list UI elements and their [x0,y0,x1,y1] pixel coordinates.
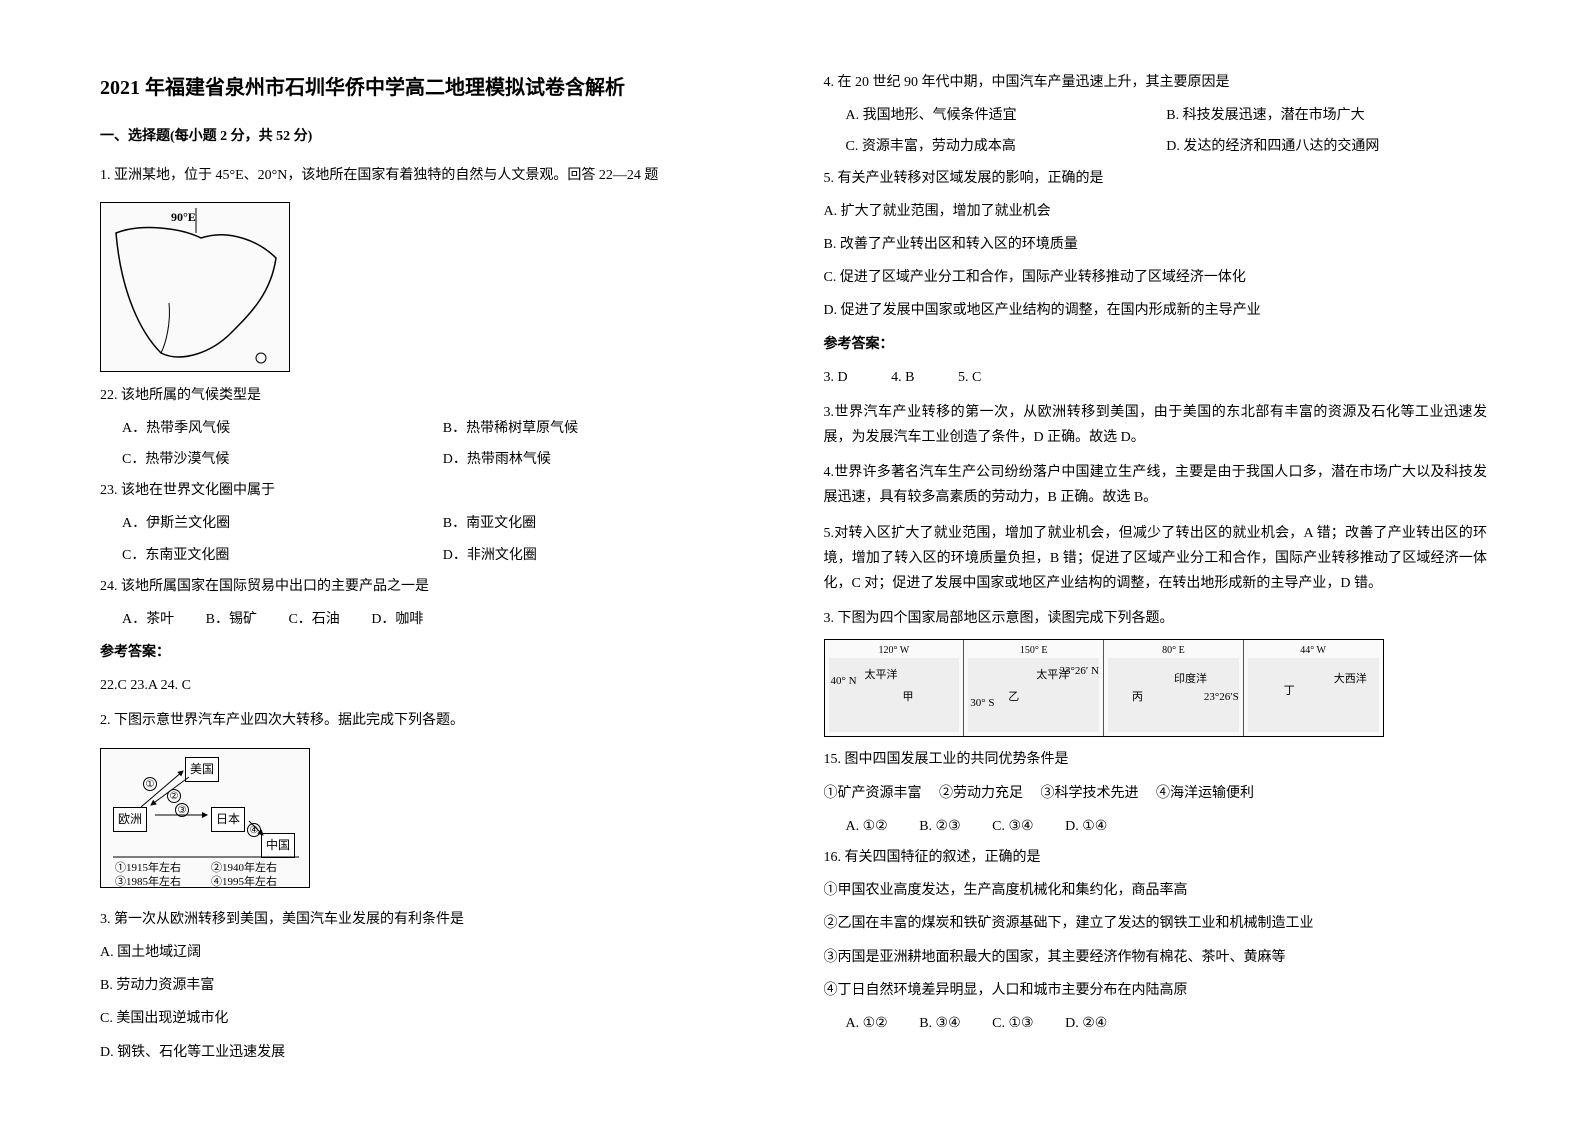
q2-flow-figure: 美国 欧洲 日本 中国 ① ② ③ ④ ①1915年左右 ②1940年左右 ③1… [100,748,310,888]
q24-c: C．石油 [288,607,339,632]
p1-o: 太平洋 [865,666,898,686]
q4-c: C. 资源丰富，劳动力成本高 [846,134,1167,159]
q22-row2: C．热带沙漠气候 D．热带雨林气候 [122,447,764,472]
map-panel-1: 120° W 40° N 太平洋 甲 [825,640,965,736]
q23-row2: C．东南亚文化圈 D．非洲文化圈 [122,543,764,568]
q2-stem: 2. 下图示意世界汽车产业四次大转移。据此完成下列各题。 [100,708,764,733]
q15-d: D. ①④ [1065,814,1107,839]
q2-ans-head: 参考答案： [824,332,1488,357]
flow-c4: ④ [247,823,261,837]
p2-n: 乙 [1008,688,1019,708]
q4-row1: A. 我国地形、气候条件适宜 B. 科技发展迅速，潜在市场广大 [846,103,1488,128]
q15-stem: 15. 图中四国发展工业的共同优势条件是 [824,747,1488,772]
q3-stem: 3. 第一次从欧洲转移到美国，美国汽车业发展的有利条件是 [100,907,764,932]
ans-3: 3. D [824,365,848,390]
flow-t4: ④1995年左右 [211,873,277,893]
q16-stem: 16. 有关四国特征的叙述，正确的是 [824,845,1488,870]
q22-d: D．热带雨林气候 [443,447,764,472]
q16-c: C. ①③ [992,1011,1033,1036]
p4-o: 大西洋 [1334,670,1367,690]
q23-stem: 23. 该地在世界文化圈中属于 [100,478,764,503]
q16-b: B. ③④ [919,1011,960,1036]
flow-t3: ③1985年左右 [115,873,181,893]
q24-a: A．茶叶 [122,607,174,632]
exam-title: 2021 年福建省泉州市石圳华侨中学高二地理模拟试卷含解析 [100,70,764,106]
flow-c3: ③ [175,803,189,817]
exp-4: 4.世界许多著名汽车生产公司纷纷落户中国建立生产线，主要是由于我国人口多，潜在市… [824,460,1488,510]
q16-d: D. ②④ [1065,1011,1107,1036]
exp-3: 3.世界汽车产业转移的第一次，从欧洲转移到美国，由于美国的东北部有丰富的资源及石… [824,400,1488,450]
q4-d: D. 发达的经济和四通八达的交通网 [1166,134,1487,159]
flow-c1: ① [143,777,157,791]
q3blk-stem: 3. 下图为四个国家局部地区示意图，读图完成下列各题。 [824,606,1488,631]
q5-a: A. 扩大了就业范围，增加了就业机会 [824,199,1488,224]
q23-c: C．东南亚文化圈 [122,543,443,568]
q16-l2: ②乙国在丰富的煤炭和铁矿资源基础下，建立了发达的钢铁工业和机械制造工业 [824,911,1488,936]
map-90e-label: 90°E [171,207,196,229]
map-panel-4: 44° W 大西洋 丁 [1244,640,1383,736]
exp-5: 5.对转入区扩大了就业范围，增加了就业机会，但减少了转出区的就业机会，A 错；改… [824,521,1488,597]
q1-ans-head: 参考答案： [100,640,764,665]
p1-lat: 40° N [831,672,857,692]
q24-opts: A．茶叶 B．锡矿 C．石油 D．咖啡 [122,607,764,632]
q24-d: D．咖啡 [371,607,423,632]
q24-stem: 24. 该地所属国家在国际贸易中出口的主要产品之一是 [100,574,764,599]
q15-b: B. ②③ [919,814,960,839]
p4-n: 丁 [1284,682,1295,702]
q22-a: A．热带季风气候 [122,416,443,441]
p1-n: 甲 [903,688,914,708]
q16-a: A. ①② [846,1011,888,1036]
q4-stem: 4. 在 20 世纪 90 年代中期，中国汽车产量迅速上升，其主要原因是 [824,70,1488,95]
q23-b: B．南亚文化圈 [443,511,764,536]
q4-b: B. 科技发展迅速，潜在市场广大 [1166,103,1487,128]
ans-4: 4. B [891,365,914,390]
q22-row1: A．热带季风气候 B．热带稀树草原气候 [122,416,764,441]
q5-stem: 5. 有关产业转移对区域发展的影响，正确的是 [824,166,1488,191]
map-panel-2: 150° E 30° S 23°26′ N 太平洋 乙 [964,640,1104,736]
q3-c: C. 美国出现逆城市化 [100,1006,764,1031]
q23-a: A．伊斯兰文化圈 [122,511,443,536]
p2-o: 太平洋 [1036,666,1069,686]
q15-a: A. ①② [846,814,888,839]
q15-opts: A. ①② B. ②③ C. ③④ D. ①④ [846,814,1488,839]
q4-a: A. 我国地形、气候条件适宜 [846,103,1167,128]
left-column: 2021 年福建省泉州市石圳华侨中学高二地理模拟试卷含解析 一、选择题(每小题 … [100,70,764,1082]
p3-n: 丙 [1132,688,1143,708]
q16-l3: ③丙国是亚洲耕地面积最大的国家，其主要经济作物有棉花、茶叶、黄麻等 [824,945,1488,970]
p3-o: 印度洋 [1174,670,1207,690]
q22-stem: 22. 该地所属的气候类型是 [100,383,764,408]
q16-l4: ④丁日自然环境差异明显，人口和城市主要分布在内陆高原 [824,978,1488,1003]
q15-optline: ①矿产资源丰富 ②劳动力充足 ③科学技术先进 ④海洋运输便利 [824,781,1488,806]
q5-c: C. 促进了区域产业分工和合作，国际产业转移推动了区域经济一体化 [824,265,1488,290]
q4-row2: C. 资源丰富，劳动力成本高 D. 发达的经济和四通八达的交通网 [846,134,1488,159]
q22-c: C．热带沙漠气候 [122,447,443,472]
q1-ans: 22.C 23.A 24. C [100,673,764,698]
q1-stem: 1. 亚洲某地，位于 45°E、20°N，该地所在国家有着独特的自然与人文景观。… [100,163,764,188]
map-panel-3: 80° E 23°26′S 印度洋 丙 [1104,640,1244,736]
q5-d: D. 促进了发展中国家或地区产业结构的调整，在国内形成新的主导产业 [824,298,1488,323]
q23-d: D．非洲文化圈 [443,543,764,568]
q23-row1: A．伊斯兰文化圈 B．南亚文化圈 [122,511,764,536]
p2-lat: 30° S [970,694,994,714]
q24-b: B．锡矿 [206,607,257,632]
q16-opts: A. ①② B. ③④ C. ①③ D. ②④ [846,1011,1488,1036]
q1-map-figure: 90°E [100,202,290,372]
map-outline-svg [101,203,291,373]
q3-b: B. 劳动力资源丰富 [100,973,764,998]
flow-c2: ② [167,789,181,803]
right-column: 4. 在 20 世纪 90 年代中期，中国汽车产量迅速上升，其主要原因是 A. … [824,70,1488,1082]
q16-l1: ①甲国农业高度发达，生产高度机械化和集约化，商品率高 [824,878,1488,903]
p3-tr: 23°26′S [1204,688,1239,708]
q3-a: A. 国土地域辽阔 [100,940,764,965]
q2-ans-inline: 3. D 4. B 5. C [824,365,1488,390]
q5-b: B. 改善了产业转出区和转入区的环境质量 [824,232,1488,257]
q3-d: D. 钢铁、石化等工业迅速发展 [100,1040,764,1065]
ans-5: 5. C [958,365,981,390]
q15-c: C. ③④ [992,814,1033,839]
four-maps-figure: 120° W 40° N 太平洋 甲 150° E 30° S 23°26′ N… [824,639,1384,737]
section-1-head: 一、选择题(每小题 2 分，共 52 分) [100,124,764,149]
q22-b: B．热带稀树草原气候 [443,416,764,441]
